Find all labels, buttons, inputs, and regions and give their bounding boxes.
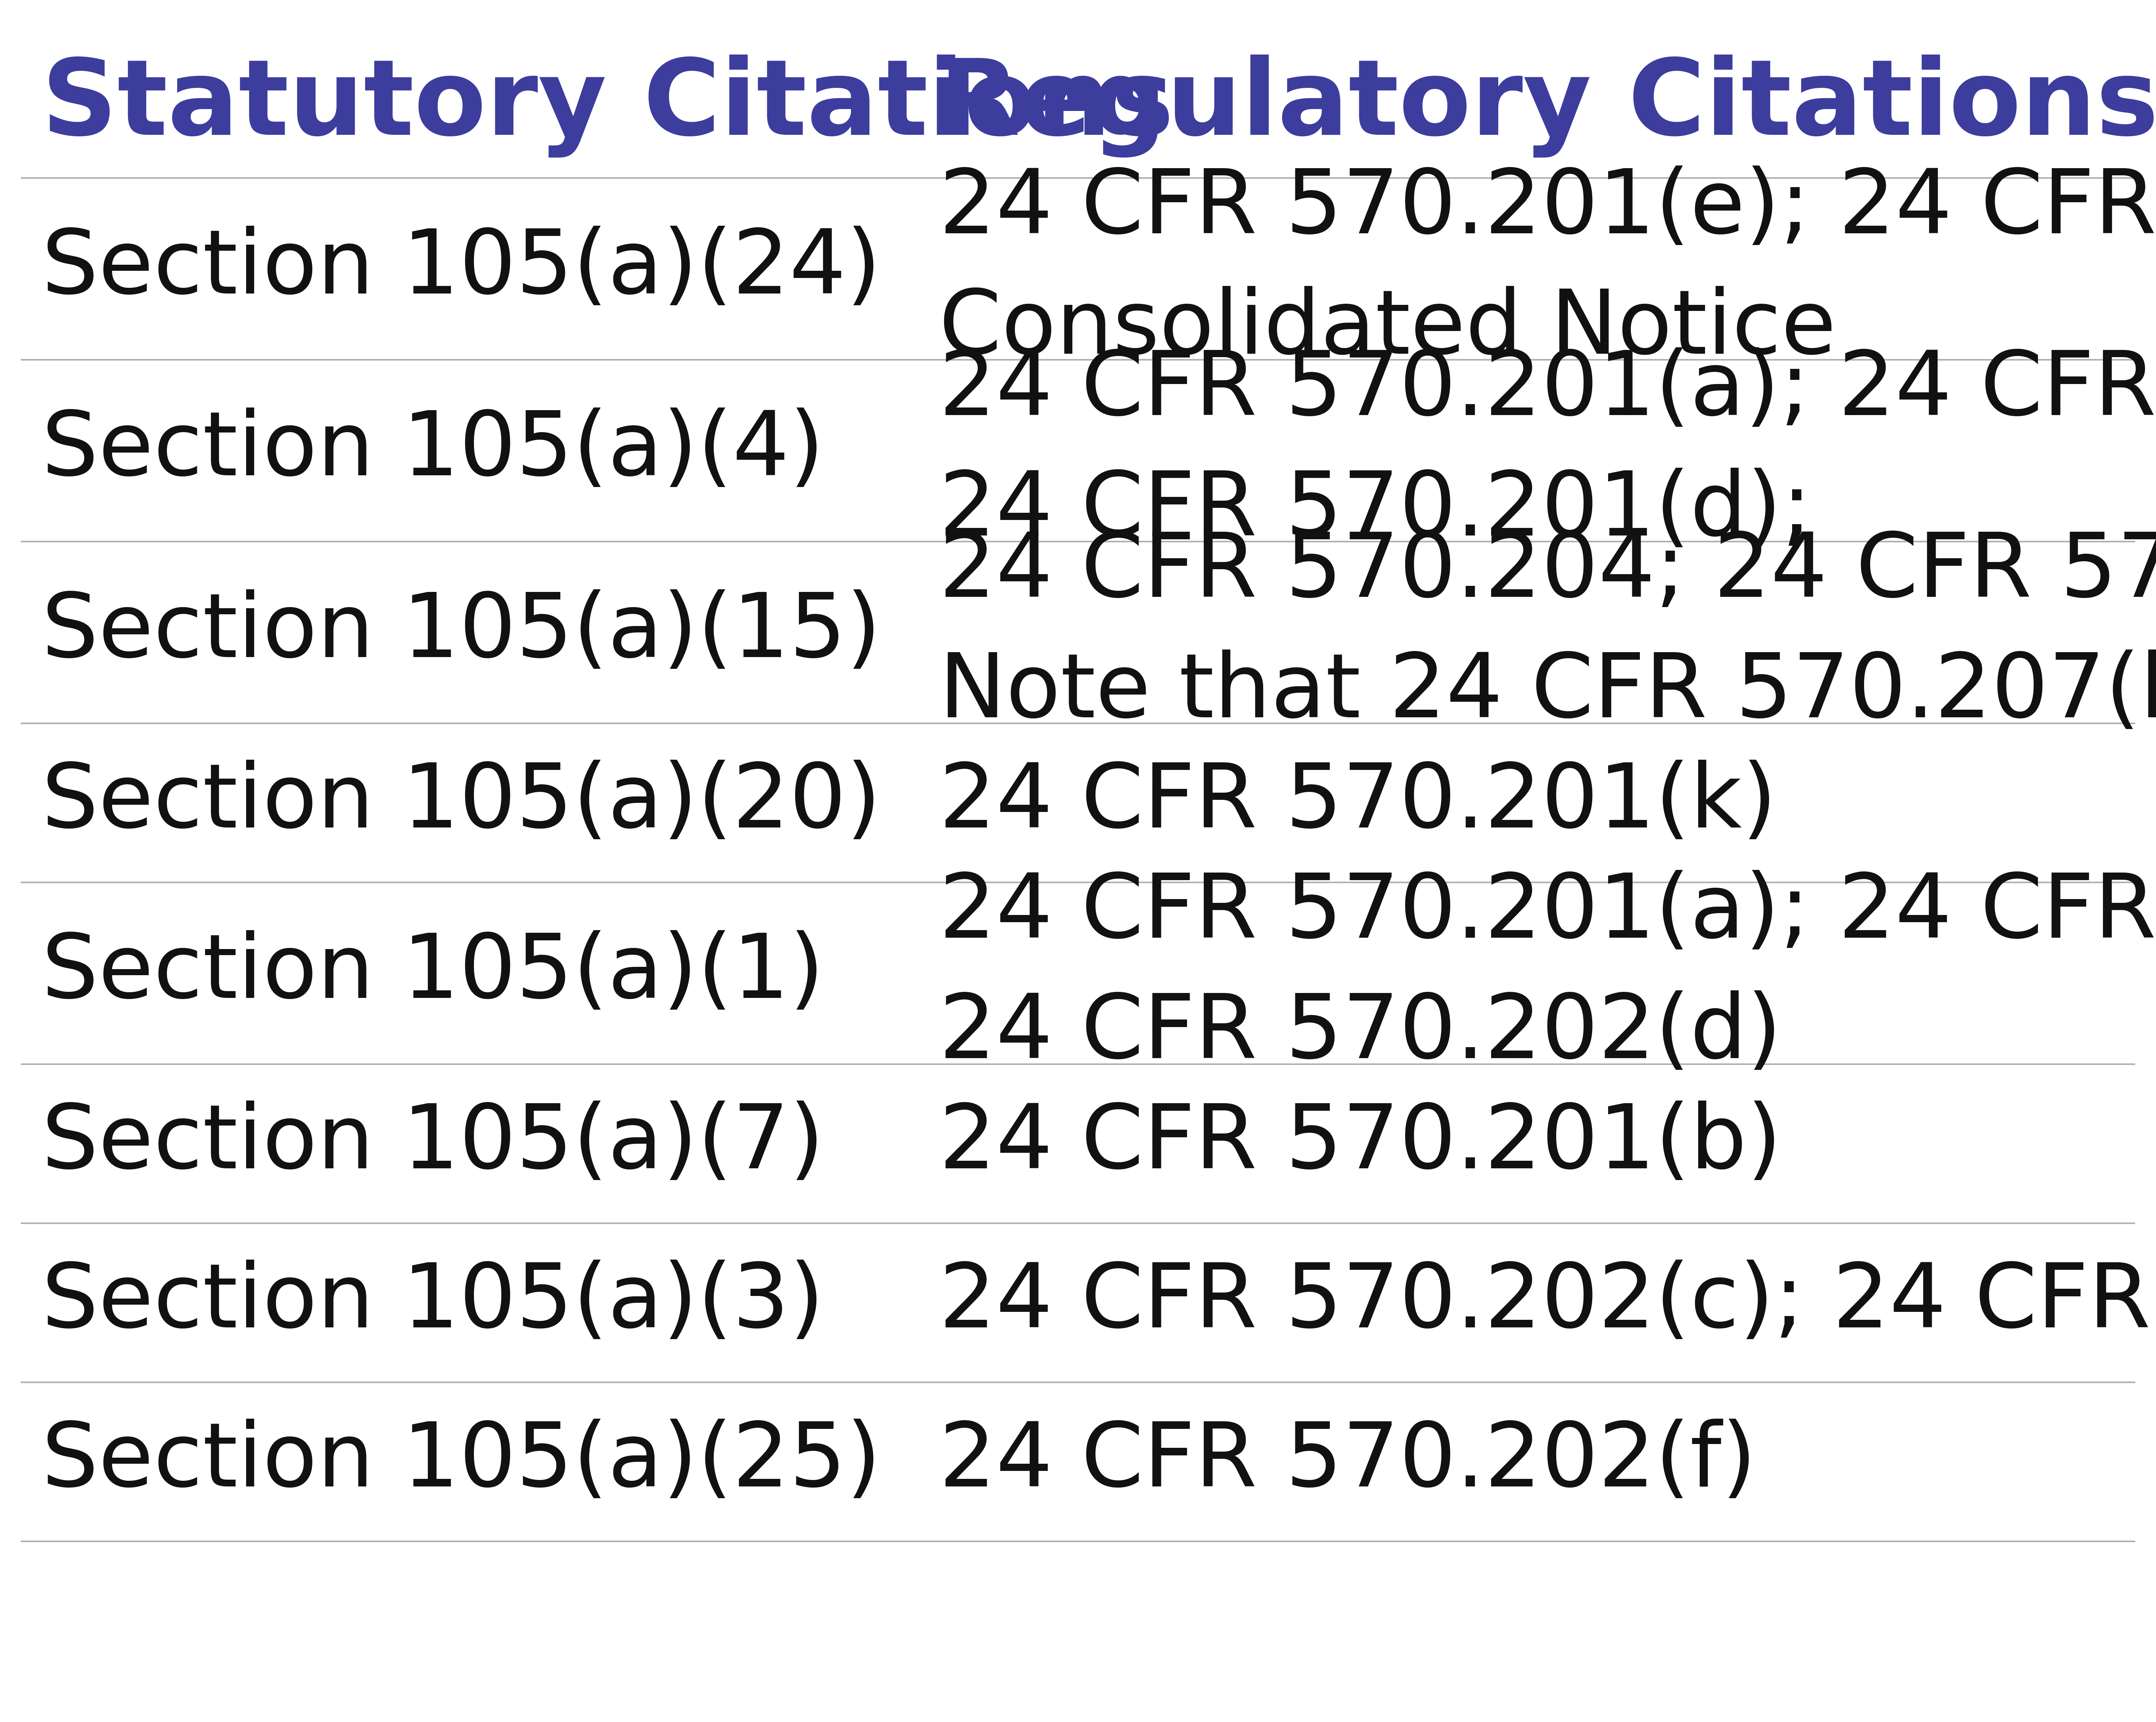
Text: 24 CFR 570.201(e); 24 CFR 570.201(n);
Consolidated Notice: 24 CFR 570.201(e); 24 CFR 570.201(n); Co…	[940, 165, 2156, 372]
Text: 24 CFR 570.202(f): 24 CFR 570.202(f)	[940, 1419, 1757, 1505]
Text: Section 105(a)(20): Section 105(a)(20)	[41, 759, 882, 846]
Text: Section 105(a)(24): Section 105(a)(24)	[41, 226, 882, 312]
Text: Section 105(a)(15): Section 105(a)(15)	[41, 589, 882, 675]
Text: Section 105(a)(7): Section 105(a)(7)	[41, 1100, 824, 1186]
Text: Section 105(a)(4): Section 105(a)(4)	[41, 408, 824, 494]
Text: Section 105(a)(3): Section 105(a)(3)	[41, 1259, 824, 1347]
Text: Regulatory Citations: Regulatory Citations	[940, 55, 2156, 157]
Text: Statutory Citations: Statutory Citations	[41, 55, 1173, 157]
Text: 24 CFR 570.201(k): 24 CFR 570.201(k)	[940, 759, 1777, 846]
Text: 24 CFR 570.201(a); 24 CFR 570.207;
24 CFR 570.202(d): 24 CFR 570.201(a); 24 CFR 570.207; 24 CF…	[940, 870, 2156, 1076]
Text: Section 105(a)(1): Section 105(a)(1)	[41, 930, 824, 1016]
Text: 24 CFR 570.204; 24 CFR 570.202;
Note that 24 CFR 570.207(b) is waived: 24 CFR 570.204; 24 CFR 570.202; Note tha…	[940, 529, 2156, 735]
Text: 24 CFR 570.201(b): 24 CFR 570.201(b)	[940, 1100, 1781, 1186]
Text: Section 105(a)(25): Section 105(a)(25)	[41, 1419, 882, 1505]
Text: 24 CFR 570.201(a); 24 CFR 570.202;
24 CFR 570.201(d);: 24 CFR 570.201(a); 24 CFR 570.202; 24 CF…	[940, 348, 2156, 554]
Text: 24 CFR 570.202(c); 24 CFR 570.207: 24 CFR 570.202(c); 24 CFR 570.207	[940, 1259, 2156, 1347]
